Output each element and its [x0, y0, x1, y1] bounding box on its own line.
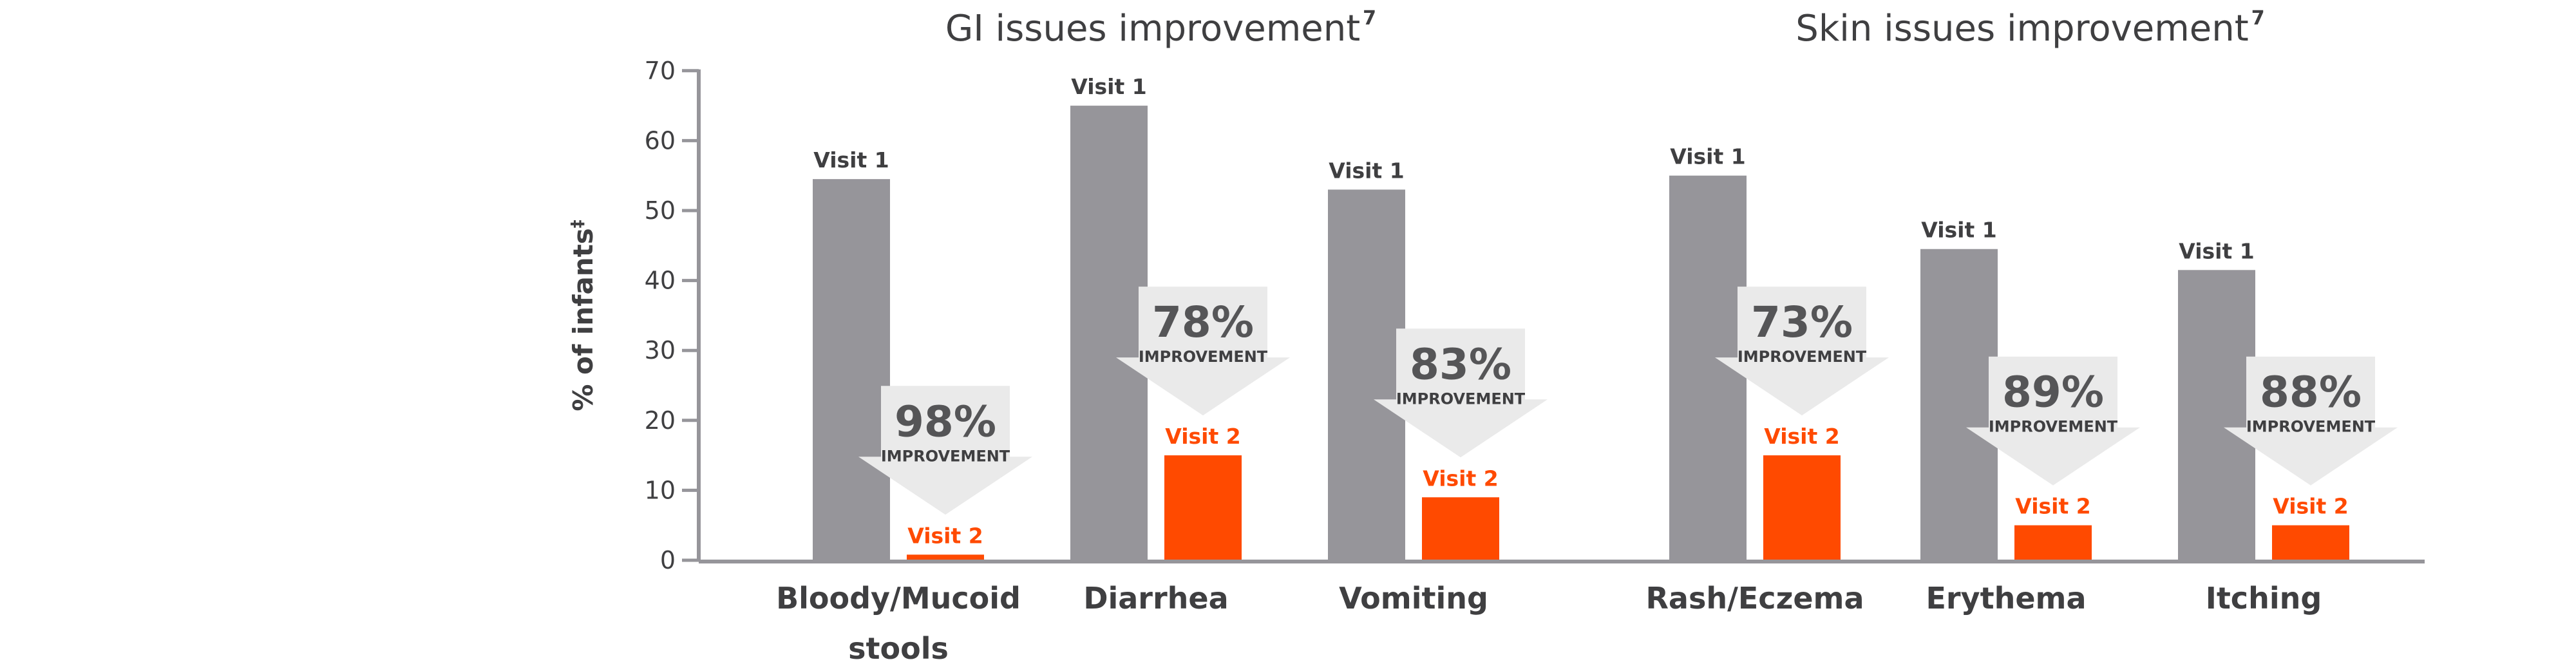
improvement-word: IMPROVEMENT: [1738, 348, 1867, 366]
visit1-label: Visit 1: [813, 147, 889, 173]
bar-visit2: [2014, 525, 2092, 560]
y-tick-label: 30: [645, 336, 676, 364]
category-label: stools: [848, 631, 949, 666]
improvement-percent: 98%: [895, 397, 996, 446]
group-title-superscript: 7: [2251, 7, 2265, 30]
category-label: Itching: [2206, 581, 2322, 616]
improvement-percent: 83%: [1410, 339, 1511, 389]
improvement-word: IMPROVEMENT: [1989, 418, 2118, 436]
bar-visit2: [1763, 455, 1841, 560]
improvement-word: IMPROVEMENT: [1139, 348, 1268, 366]
visit1-label: Visit 1: [1921, 218, 1996, 243]
bar-visit1: [1070, 106, 1148, 561]
bar-visit1: [1920, 249, 1998, 560]
bar-visit2: [1164, 455, 1242, 560]
bar-visit2: [907, 554, 984, 560]
category-label: Diarrhea: [1083, 581, 1228, 616]
group-title: Skin issues improvement: [1795, 8, 2248, 50]
bar-visit1: [1328, 189, 1405, 560]
y-tick-label: 70: [645, 57, 676, 85]
y-axis: 0 10 20 30 40 50 60 70 % of infants‡: [567, 57, 701, 574]
improvement-word: IMPROVEMENT: [1396, 390, 1526, 408]
visit1-label: Visit 1: [2179, 238, 2254, 263]
bar-visit1: [2178, 270, 2255, 560]
category-label: Vomiting: [1339, 581, 1488, 616]
bar-visit2: [1422, 497, 1499, 560]
improvement-percent: 78%: [1152, 298, 1254, 347]
improvement-arrow: [1116, 287, 1290, 416]
improvement-arrow: [858, 386, 1032, 515]
y-tick-label: 0: [660, 546, 676, 574]
visit1-label: Visit 1: [1670, 144, 1745, 169]
category-label: Erythema: [1926, 581, 2086, 616]
visit2-label: Visit 2: [1423, 466, 1498, 491]
bars-layer: Visit 1 Visit 2 Visit 1 Visit 2 Visit 1 Visit…: [813, 74, 2349, 561]
y-tick-label: 20: [645, 406, 676, 435]
visit2-label: Visit 2: [2273, 494, 2348, 519]
y-axis-label-superscript: ‡: [568, 220, 587, 228]
visit1-label: Visit 1: [1329, 158, 1404, 183]
group-title: GI issues improvement: [945, 8, 1360, 50]
bar-visit1: [813, 179, 890, 560]
group-title-superscript: 7: [1363, 7, 1376, 30]
improvement-arrow: [2224, 356, 2398, 486]
improvement-percent: 88%: [2260, 368, 2362, 417]
y-tick-label: 60: [645, 126, 676, 155]
improvement-arrow: [1374, 328, 1548, 458]
y-axis-label: % of infants‡: [567, 220, 599, 411]
visit1-label: Visit 1: [1071, 74, 1146, 99]
category-label: Bloody/Mucoid: [776, 581, 1021, 616]
y-tick-label: 10: [645, 476, 676, 504]
improvement-word: IMPROVEMENT: [881, 447, 1010, 465]
visit2-label: Visit 2: [1764, 424, 1839, 449]
improvement-percent: 89%: [2002, 368, 2104, 417]
improvement-percent: 73%: [1751, 298, 1853, 347]
improvement-arrow: [1966, 356, 2140, 486]
bar-visit2: [2272, 525, 2349, 560]
y-tick-label: 40: [645, 267, 676, 295]
improvement-arrow: [1715, 287, 1889, 416]
category-label: Rash/Eczema: [1645, 581, 1864, 616]
visit2-label: Visit 2: [1165, 424, 1240, 449]
visit2-label: Visit 2: [907, 523, 983, 548]
y-tick-label: 50: [645, 196, 676, 225]
improvement-word: IMPROVEMENT: [2246, 418, 2376, 436]
chart-titles: GI issues improvement 7 Skin issues improv…: [945, 7, 2265, 50]
visit2-label: Visit 2: [2015, 494, 2090, 519]
x-axis: Bloody/Mucoid stools Diarrhea Vomiting Rash/…: [699, 560, 2425, 666]
